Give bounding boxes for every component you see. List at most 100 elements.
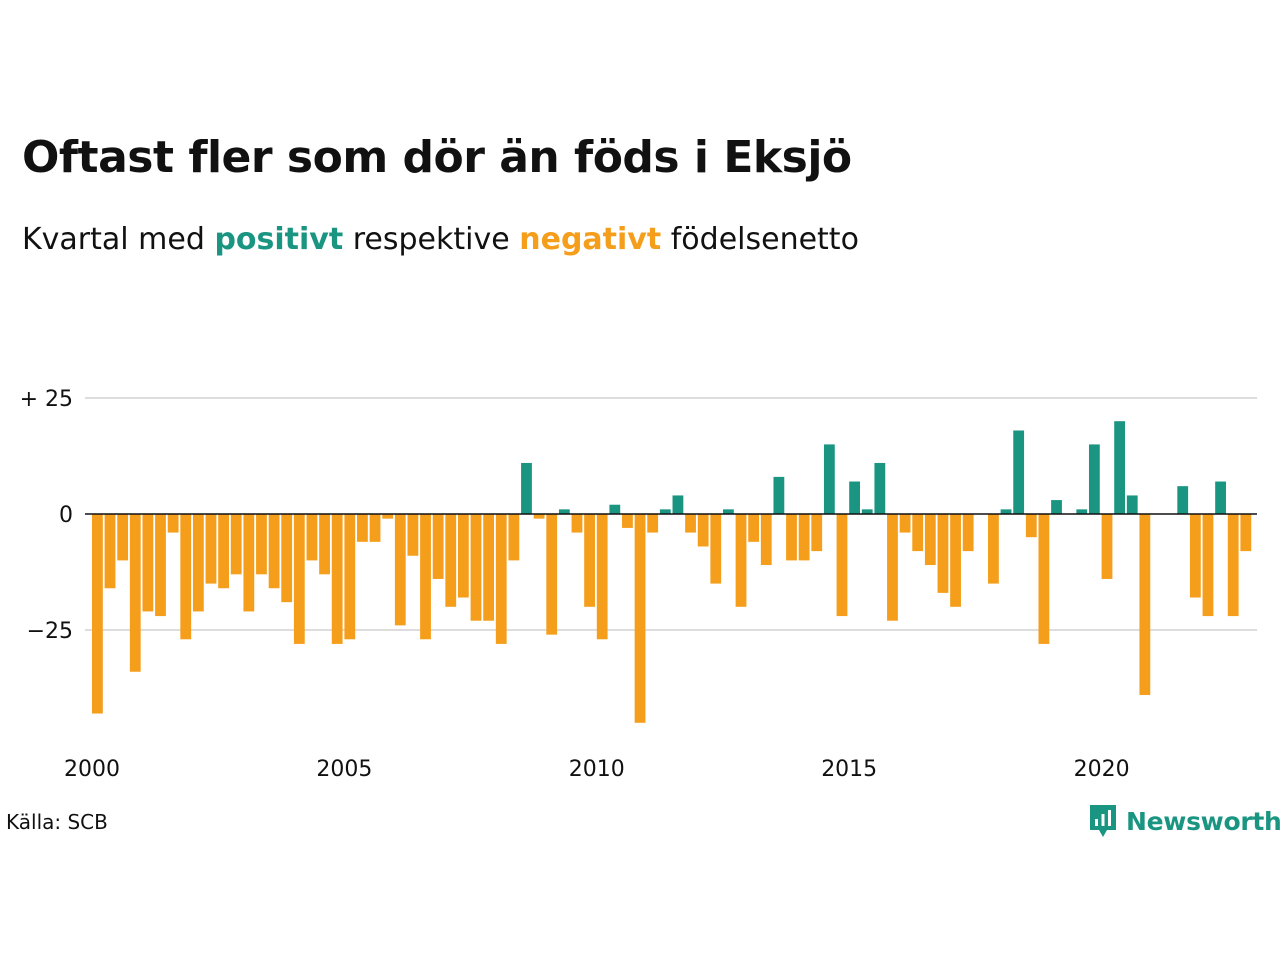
x-tick-label: 2020 (1074, 757, 1130, 782)
bar (243, 514, 255, 612)
bar (1189, 514, 1201, 598)
bar (293, 514, 305, 644)
bar (230, 514, 242, 575)
bar (596, 514, 608, 640)
bar (218, 514, 229, 589)
bar (760, 514, 772, 566)
bar (155, 514, 166, 617)
bar (1126, 495, 1138, 514)
source-note: Källa: SCB (6, 810, 108, 834)
bar (483, 514, 495, 621)
bar (874, 462, 886, 514)
x-tick-label: 2010 (569, 757, 625, 782)
bar (1000, 509, 1012, 514)
bar (685, 514, 696, 533)
bar (584, 514, 595, 607)
bar (887, 514, 898, 621)
bar (786, 514, 797, 561)
bar (798, 514, 810, 561)
bar (748, 514, 760, 542)
bar (773, 476, 785, 514)
bar (609, 504, 621, 514)
newsworthy-logo: Newsworthy (1088, 803, 1280, 839)
bar (533, 514, 545, 519)
bar (117, 514, 129, 561)
bar (180, 514, 192, 640)
bar (432, 514, 444, 579)
bar (622, 514, 633, 528)
bar (192, 514, 204, 612)
bar (142, 514, 154, 612)
bar-chart: + 25 0 −25 2000 2005 2010 2015 2020 (20, 387, 1257, 782)
bar (1101, 514, 1113, 579)
bar (470, 514, 482, 621)
bar (1025, 514, 1037, 538)
bar (634, 514, 646, 723)
bar (836, 514, 848, 617)
bar (849, 481, 860, 514)
bar (735, 514, 747, 607)
y-tick-label: −25 (27, 619, 73, 644)
bar (1227, 514, 1239, 617)
bar (659, 509, 671, 514)
bar (558, 509, 570, 514)
bar (899, 514, 911, 533)
y-tick-label: + 25 (20, 387, 73, 412)
bar (571, 514, 583, 533)
bar (1114, 421, 1126, 514)
bar (382, 514, 394, 519)
bar (937, 514, 949, 593)
bar (357, 514, 368, 542)
bar (988, 514, 999, 584)
bar (256, 514, 267, 575)
bar (546, 514, 558, 635)
subtitle-prefix: Kvartal med (22, 222, 205, 257)
bar (962, 514, 974, 552)
bar (1038, 514, 1050, 644)
subtitle-positive: positivt (214, 222, 344, 257)
bar (167, 514, 179, 533)
bar (1215, 481, 1226, 514)
bar (508, 514, 520, 561)
bar (1051, 500, 1062, 514)
subtitle-middle: respektive (352, 222, 510, 257)
x-tick-label: 2015 (821, 757, 877, 782)
bar (1076, 509, 1088, 514)
bar (950, 514, 961, 607)
bar (1139, 514, 1151, 695)
bar (1177, 486, 1189, 514)
bar (344, 514, 356, 640)
bar (672, 495, 684, 514)
bar (268, 514, 280, 589)
bar (1013, 430, 1025, 514)
subtitle-negative: negativt (519, 222, 662, 257)
bar (723, 509, 734, 514)
y-tick-label: 0 (59, 503, 73, 528)
bar (811, 514, 823, 552)
bar (1202, 514, 1214, 617)
bar (710, 514, 722, 584)
bar (912, 514, 924, 552)
bar (1088, 444, 1100, 514)
bar (104, 514, 116, 589)
bar (394, 514, 406, 626)
newsworthy-logo-text: Newsworthy (1126, 806, 1280, 836)
bar (457, 514, 469, 598)
bar (92, 514, 103, 714)
bar (331, 514, 343, 644)
bar (521, 462, 532, 514)
bar (1240, 514, 1252, 552)
bar (281, 514, 293, 603)
chart-title: Oftast fler som dör än föds i Eksjö (22, 132, 852, 183)
bar (445, 514, 457, 607)
bar (861, 509, 873, 514)
x-tick-label: 2000 (64, 757, 120, 782)
bar (697, 514, 709, 547)
bar (647, 514, 659, 533)
bar (495, 514, 507, 644)
newsworthy-logo-icon (1090, 805, 1116, 837)
bar (420, 514, 431, 640)
bar (205, 514, 217, 584)
bar (823, 444, 835, 514)
bar (129, 514, 141, 672)
